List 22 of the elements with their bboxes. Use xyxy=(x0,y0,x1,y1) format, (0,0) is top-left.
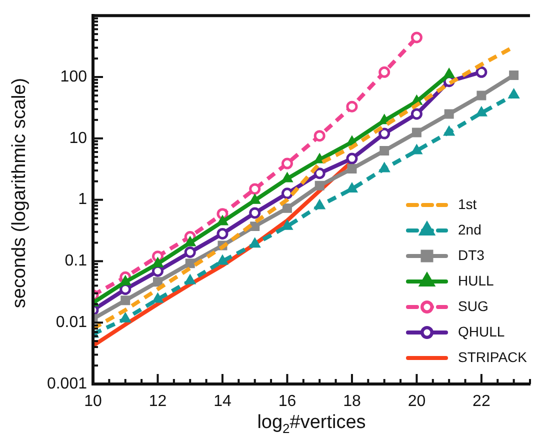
x-tick-label: 20 xyxy=(408,393,426,410)
x-tick-label: 18 xyxy=(343,393,361,410)
x-tick-label: 10 xyxy=(84,393,102,410)
legend-label: 1st xyxy=(458,196,477,212)
legend-label: HULL xyxy=(458,272,494,288)
legend-label: QHULL xyxy=(458,323,505,340)
legend-label: STRIPACK xyxy=(458,348,528,365)
legend-label: 2nd xyxy=(458,221,482,238)
legend-label: DT3 xyxy=(458,246,485,263)
y-axis-title: seconds (logarithmic scale) xyxy=(9,76,31,310)
x-tick-label: 16 xyxy=(278,393,296,410)
y-tick-label: 100 xyxy=(60,68,88,86)
x-axis-title: log$_{2}$#vertices xyxy=(256,412,367,436)
legend-label: SUG xyxy=(458,298,488,314)
y-tick-label: 0.01 xyxy=(56,314,88,332)
y-tick-label: 10 xyxy=(69,130,88,147)
y-tick-label: 0.1 xyxy=(64,252,88,270)
x-tick-label: 14 xyxy=(214,393,232,410)
y-tick-label: 1 xyxy=(78,191,88,208)
x-tick-label: 12 xyxy=(148,393,167,410)
x-tick-label: 22 xyxy=(472,393,490,410)
y-tick-label: 0.001 xyxy=(46,375,88,392)
